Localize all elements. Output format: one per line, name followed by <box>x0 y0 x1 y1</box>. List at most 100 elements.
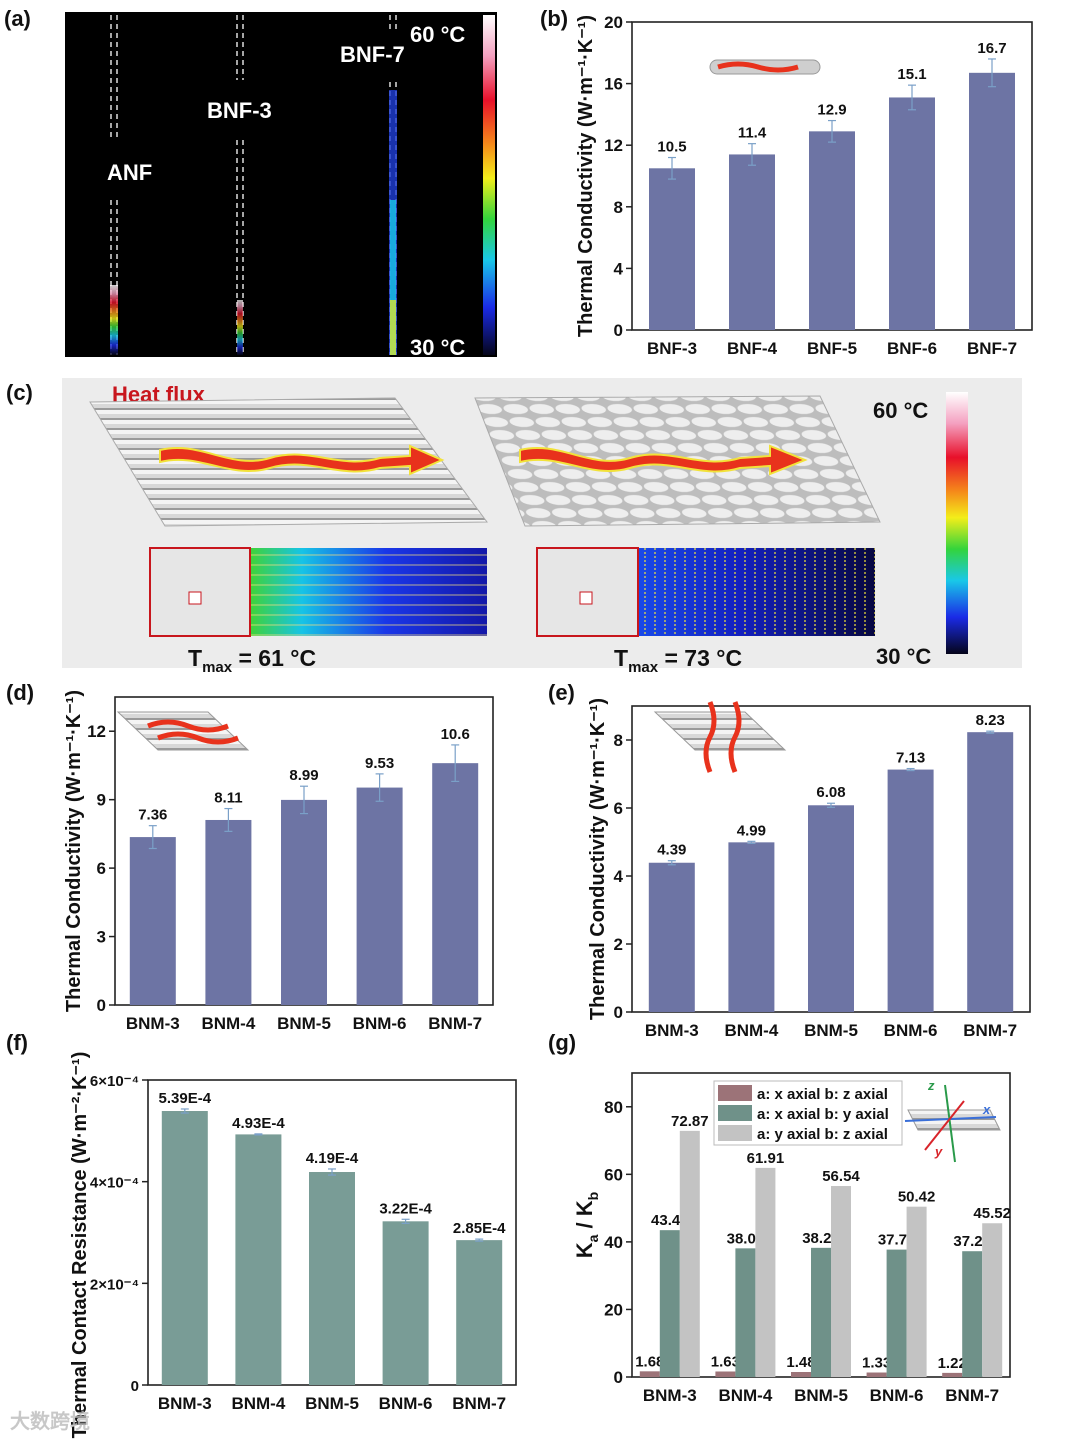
value-label: 1.68 <box>635 1353 664 1370</box>
simulation-right <box>536 547 875 637</box>
y-tick-label: 12 <box>87 722 106 741</box>
bar <box>809 131 855 330</box>
value-label: 8.23 <box>976 712 1005 729</box>
value-label: 50.42 <box>898 1189 936 1206</box>
x-tick-label: BNM-6 <box>379 1394 433 1413</box>
heat-flux-arrow-right <box>519 444 808 476</box>
value-label: 9.53 <box>365 755 394 772</box>
y-label-part: / K <box>572 1200 597 1234</box>
bar <box>649 168 695 330</box>
x-tick-label: BNM-6 <box>870 1386 924 1405</box>
bar <box>161 1111 208 1385</box>
bar <box>309 1172 355 1385</box>
error-bar <box>328 1168 336 1176</box>
y-tick-label: 4×10⁻⁴ <box>90 1175 139 1192</box>
bar-1 <box>791 1372 811 1377</box>
y-tick-label: 0 <box>97 996 106 1015</box>
y-tick-label: 4 <box>614 259 624 278</box>
y-axis-arrow <box>924 1100 965 1151</box>
fiber-inset-illustration <box>653 701 787 773</box>
y-tick-label: 0 <box>131 1378 139 1395</box>
bar <box>205 819 252 1005</box>
fiber-inset-illustration <box>709 59 821 75</box>
y-tick-label: 80 <box>604 1098 623 1117</box>
error-bar <box>988 58 996 88</box>
y-axis-label: Thermal Contact Resistance (W·m⁻²·K⁻¹) <box>69 1052 91 1439</box>
bar <box>235 1134 282 1385</box>
x-tick-label: BNM-3 <box>126 1014 180 1033</box>
panel-label-d: (d) <box>6 680 34 705</box>
panel-label-g: (g) <box>548 1030 576 1055</box>
error-bar <box>224 807 233 832</box>
value-label: 37.24 <box>953 1233 991 1250</box>
chart-f: (f) 0 2×10⁻⁴ 4×10⁻⁴ 6×10⁻⁴ BNM-3 5.39E-4 BNM-4 4… <box>6 1030 517 1439</box>
value-label: 1.48 <box>786 1354 815 1371</box>
value-label: 61.91 <box>747 1150 785 1167</box>
error-bar <box>748 143 756 166</box>
fiber-sheet-icon <box>653 711 787 751</box>
value-label: 37.72 <box>878 1232 916 1249</box>
x-tick-label: BNM-5 <box>794 1386 848 1405</box>
legend-swatch <box>718 1125 752 1141</box>
value-label: 1.22 <box>938 1355 967 1372</box>
y-tick-label: 0 <box>614 1368 623 1387</box>
x-tick-label: BNM-4 <box>231 1394 285 1413</box>
bar <box>808 805 854 1012</box>
x-tick-label: BNM-3 <box>158 1394 212 1413</box>
value-label: 16.7 <box>977 40 1006 57</box>
bar-3 <box>982 1223 1003 1377</box>
value-label: 72.87 <box>671 1113 709 1130</box>
y-tick-label: 6 <box>614 799 623 818</box>
error-bar <box>475 1238 484 1242</box>
bar-1 <box>942 1372 963 1377</box>
error-bar <box>180 1108 189 1114</box>
value-label: 56.54 <box>822 1168 860 1185</box>
scale-max-label: 60 °C <box>410 22 465 47</box>
x-tick-label: BNM-7 <box>963 1021 1017 1040</box>
heat-arrow-icon <box>728 701 742 773</box>
x-tick-label: BNM-5 <box>804 1021 858 1040</box>
value-label: 43.47 <box>651 1212 689 1229</box>
heat-arrow-icon <box>703 701 717 773</box>
bar-1 <box>639 1371 660 1377</box>
value-label: 8.11 <box>214 790 242 807</box>
fiber-sheet-icon <box>907 1109 1001 1131</box>
y-tick-label: 6 <box>97 859 106 878</box>
error-bar <box>254 1133 263 1136</box>
value-label: 12.9 <box>817 102 846 119</box>
legend-label: a: x axial b: z axial <box>757 1086 888 1103</box>
value-label: 38.24 <box>802 1230 840 1247</box>
bar <box>969 72 1015 330</box>
y-tick-label: 0 <box>614 321 623 340</box>
error-bar <box>906 767 915 772</box>
y-tick-label: 8 <box>614 731 623 750</box>
y-tick-label: 60 <box>604 1165 623 1184</box>
scale-max-label-c: 60 °C <box>873 398 928 423</box>
z-axis-arrow <box>944 1084 956 1163</box>
y-tick-label: 16 <box>604 75 623 94</box>
value-label: 4.39 <box>657 842 686 859</box>
colorbar-c <box>946 392 968 654</box>
bar <box>967 732 1014 1012</box>
x-tick-label: BNF-3 <box>647 339 697 358</box>
bar-1 <box>715 1371 736 1377</box>
bar <box>648 862 695 1012</box>
bar-2 <box>659 1230 680 1377</box>
bar <box>129 837 176 1005</box>
legend-swatch <box>718 1085 752 1101</box>
y-axis-label: Thermal Conductivity (W·m⁻¹·K⁻¹) <box>587 698 609 1020</box>
bar <box>889 97 935 331</box>
y-tick-label: 2 <box>614 935 623 954</box>
error-bar <box>667 860 676 866</box>
error-bar <box>401 1218 410 1224</box>
value-label: 7.13 <box>896 750 925 767</box>
axis-z-label: z <box>927 1078 935 1093</box>
simulation-left <box>149 547 487 637</box>
error-bar <box>300 785 308 815</box>
legend: a: x axial b: z axial a: x axial b: y axi… <box>713 1080 903 1146</box>
panel-a: (a) ANF BNF-3 BNF-7 60 °C 30 °C <box>4 6 497 360</box>
value-label: 4.99 <box>737 822 766 839</box>
y-tick-label: 6×10⁻⁴ <box>90 1073 139 1090</box>
chart-b: (b) 0 4 8 12 16 20 BNF-3 10.5 BNF-4 11.4 BNF-5 12.9 B… <box>540 6 1033 358</box>
